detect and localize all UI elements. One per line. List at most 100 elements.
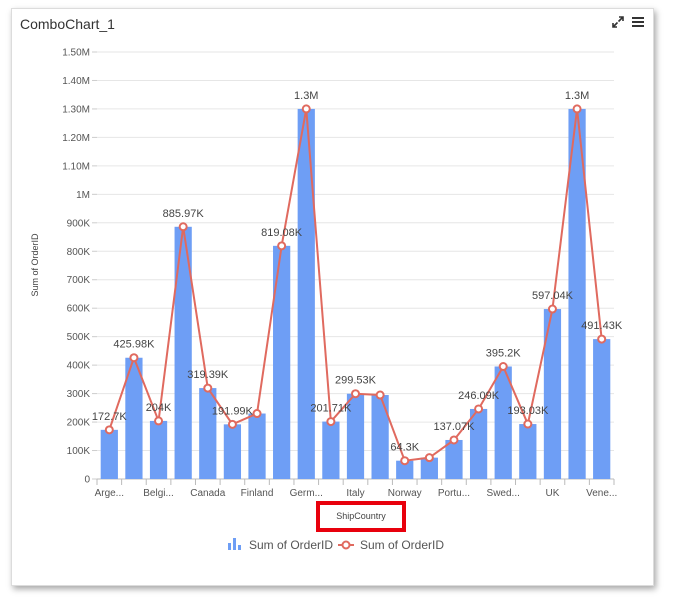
y-tick-label: 0 — [84, 475, 90, 486]
y-axis-title: Sum of OrderID — [30, 233, 40, 297]
y-tick-label: 1.10M — [62, 161, 90, 172]
data-label: 885.97K — [163, 208, 205, 220]
y-tick-label: 1.20M — [62, 133, 90, 144]
bar[interactable] — [100, 429, 118, 479]
x-axis: Arge... Belgi... Canada Finland Germ... Italy… — [95, 478, 617, 499]
bar[interactable] — [322, 421, 340, 479]
y-axis: 0 100K 200K 300K 400K 500K 600K 700K 800K 900K 1M 1… — [62, 48, 97, 486]
x-axis-title-highlight — [316, 501, 406, 532]
bar[interactable] — [396, 460, 414, 479]
bar[interactable] — [593, 339, 611, 479]
line-series — [104, 104, 607, 466]
line-point[interactable] — [572, 104, 582, 114]
bar[interactable] — [223, 424, 242, 479]
bar[interactable] — [273, 245, 291, 479]
data-label: 319.39K — [187, 369, 229, 381]
line-point[interactable] — [252, 409, 262, 419]
x-tick-label: Canada — [190, 488, 225, 499]
bar[interactable] — [125, 357, 143, 479]
line-point[interactable] — [104, 425, 114, 435]
data-label: 1.3M — [294, 90, 318, 102]
bar[interactable] — [494, 366, 512, 479]
expand-icon[interactable] — [611, 15, 625, 29]
line-point[interactable] — [227, 419, 237, 429]
line-point[interactable] — [351, 389, 360, 399]
line-point[interactable] — [523, 419, 533, 429]
y-tick-label: 700K — [67, 275, 91, 286]
combo-chart-widget: ComboChart_1 0 100K 200K 300K 400K 500K 600K 70… — [11, 8, 654, 586]
line-point[interactable] — [178, 222, 188, 232]
line-point[interactable] — [129, 353, 139, 363]
line-series-icon — [338, 540, 354, 550]
bar[interactable] — [149, 420, 168, 479]
line-point[interactable] — [301, 104, 311, 114]
x-tick-label: Germ... — [290, 488, 323, 499]
line-point[interactable] — [597, 334, 607, 344]
bar[interactable] — [543, 309, 562, 479]
line-point[interactable] — [474, 404, 484, 414]
y-tick-label: 100K — [67, 446, 91, 457]
bar[interactable] — [420, 457, 438, 479]
line-point[interactable] — [400, 456, 410, 466]
y-tick-label: 200K — [67, 418, 91, 429]
line-point[interactable] — [424, 453, 434, 463]
x-tick-label: Portu... — [438, 488, 470, 499]
y-tick-label: 1M — [76, 190, 90, 201]
data-label: 191.99K — [212, 405, 254, 417]
bar[interactable] — [519, 424, 537, 479]
data-label: 491.43K — [581, 320, 623, 332]
legend: Sum of OrderID Sum of OrderID — [228, 538, 444, 552]
x-tick-label: Belgi... — [143, 488, 174, 499]
data-label: 64.3K — [390, 442, 419, 454]
y-tick-label: 500K — [67, 332, 91, 343]
y-tick-label: 800K — [67, 247, 91, 258]
legend-item-column[interactable]: Sum of OrderID — [228, 538, 333, 552]
data-label: 299.53K — [335, 375, 377, 387]
bar[interactable] — [568, 108, 586, 479]
line-point[interactable] — [277, 241, 287, 251]
line-point[interactable] — [154, 416, 164, 426]
data-label: 1.3M — [565, 90, 589, 102]
y-tick-label: 400K — [67, 361, 91, 372]
y-tick-label: 1.50M — [62, 48, 90, 59]
x-tick-label: Vene... — [586, 488, 617, 499]
data-label: 204K — [146, 402, 172, 414]
bar[interactable] — [199, 388, 217, 479]
x-tick-label: Finland — [241, 488, 274, 499]
data-label: 246.09K — [458, 390, 500, 402]
data-label: 597.04K — [532, 290, 574, 302]
line-point[interactable] — [547, 304, 557, 314]
bar[interactable] — [174, 226, 192, 479]
y-tick-label: 1.30M — [62, 104, 90, 115]
bar[interactable] — [371, 395, 389, 479]
line-point[interactable] — [203, 383, 213, 393]
bar[interactable] — [445, 439, 463, 479]
y-tick-label: 900K — [67, 218, 91, 229]
data-label: 137.07K — [433, 421, 475, 433]
data-labels: 172.7K 425.98K 204K 885.97K 319.39K 191.99K 81… — [92, 90, 623, 454]
data-label: 395.2K — [486, 347, 522, 359]
line-point[interactable] — [498, 361, 508, 371]
line-point[interactable] — [375, 390, 385, 400]
line-point[interactable] — [449, 435, 459, 445]
widget-title: ComboChart_1 — [20, 16, 115, 32]
y-tick-label: 300K — [67, 389, 91, 400]
data-label: 193.03K — [507, 405, 549, 417]
legend-label-line: Sum of OrderID — [360, 538, 444, 552]
y-tick-label: 1.40M — [62, 76, 90, 87]
column-series — [100, 108, 611, 479]
hamburger-menu-icon[interactable] — [631, 15, 645, 29]
line-point[interactable] — [326, 417, 336, 427]
data-label: 819.08K — [261, 227, 303, 239]
bar[interactable] — [469, 408, 488, 479]
bar[interactable] — [297, 108, 315, 479]
y-tick-label: 600K — [67, 304, 91, 315]
x-axis-title: ShipCountry — [336, 511, 386, 521]
data-label: 172.7K — [92, 411, 128, 423]
legend-item-line[interactable]: Sum of OrderID — [338, 538, 444, 552]
bar[interactable] — [346, 393, 365, 479]
x-tick-label: Arge... — [95, 488, 124, 499]
legend-label-column: Sum of OrderID — [249, 538, 333, 552]
x-tick-label: Italy — [346, 488, 364, 499]
bar[interactable] — [248, 413, 266, 479]
